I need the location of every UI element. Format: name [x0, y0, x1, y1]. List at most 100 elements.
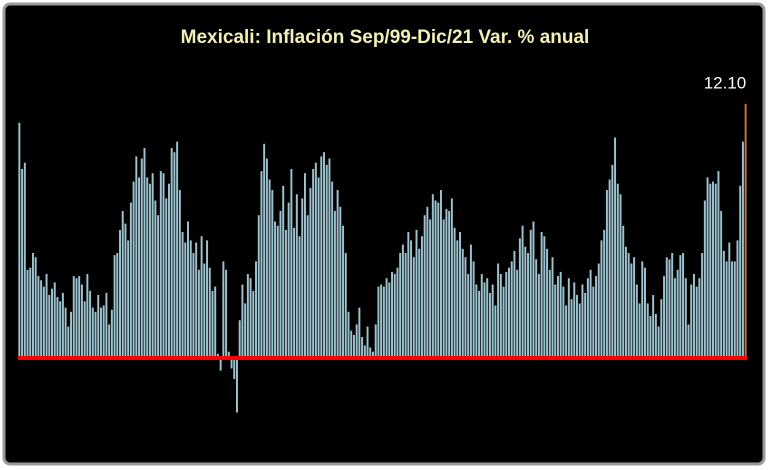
bar: [197, 269, 200, 358]
bar: [113, 255, 116, 358]
bar: [312, 169, 315, 358]
bar: [692, 274, 695, 358]
bar: [233, 358, 236, 379]
bar: [279, 211, 282, 358]
bar: [255, 261, 257, 358]
bar: [192, 253, 195, 358]
bar: [434, 200, 437, 358]
bar: [178, 190, 181, 358]
bar: [407, 232, 410, 358]
bar: [244, 303, 247, 358]
bar: [595, 276, 598, 358]
bar: [437, 202, 440, 358]
bar: [230, 358, 233, 369]
bar: [355, 324, 358, 358]
bar: [214, 286, 217, 358]
bar: [159, 171, 162, 358]
bar: [633, 257, 636, 358]
bar: [741, 141, 744, 358]
bar: [731, 261, 734, 358]
bar: [121, 211, 124, 358]
bar: [717, 171, 720, 358]
bar: [728, 242, 731, 358]
bar: [513, 250, 516, 358]
bar: [562, 286, 565, 358]
bar: [543, 236, 546, 358]
bar: [40, 280, 43, 358]
bar: [339, 206, 342, 358]
bar: [559, 271, 562, 358]
bar: [298, 236, 301, 358]
bar: [110, 309, 113, 358]
bar: [410, 240, 413, 358]
bar: [75, 278, 78, 358]
bar: [206, 240, 209, 358]
bar: [211, 290, 214, 358]
bar: [265, 158, 268, 358]
bar: [502, 286, 505, 358]
bar: [535, 259, 538, 358]
bar: [320, 156, 323, 358]
bar: [21, 169, 24, 358]
bar: [99, 307, 102, 358]
bar: [486, 278, 489, 358]
bar: [426, 206, 429, 358]
bar: [295, 194, 298, 358]
bar: [701, 253, 704, 358]
bar: [200, 236, 203, 358]
bar: [529, 229, 532, 358]
bar: [475, 284, 478, 358]
bar: [287, 202, 290, 358]
bar: [325, 164, 328, 358]
bar: [328, 158, 331, 358]
bar: [703, 200, 706, 358]
bar: [565, 305, 568, 358]
bar: [108, 324, 111, 358]
bar: [733, 261, 736, 358]
bar: [119, 229, 121, 358]
bar: [488, 292, 491, 358]
bar: [333, 211, 336, 358]
bar: [48, 295, 51, 358]
bar: [638, 303, 641, 358]
bar: [222, 261, 225, 358]
bar: [668, 259, 671, 358]
bar: [216, 353, 219, 358]
bar: [401, 244, 404, 358]
bar: [263, 143, 266, 358]
bar: [94, 311, 97, 358]
bar: [165, 198, 168, 358]
bar: [684, 278, 687, 358]
bar: [350, 330, 353, 358]
bar: [396, 267, 399, 358]
bar: [483, 282, 486, 358]
bar: [494, 305, 497, 358]
bar: [573, 282, 576, 358]
bar: [124, 223, 127, 358]
bar: [584, 292, 587, 358]
bar: [127, 240, 130, 358]
bar: [665, 257, 668, 358]
bar: [83, 301, 86, 358]
bar: [603, 229, 606, 358]
bar: [673, 278, 676, 358]
bar: [546, 248, 549, 358]
bar: [524, 246, 527, 358]
bar: [420, 236, 423, 358]
bar: [521, 225, 524, 358]
bar: [241, 284, 244, 358]
bar: [225, 269, 228, 358]
bar: [382, 286, 385, 358]
bar: [59, 301, 62, 358]
bar: [660, 299, 663, 358]
bar: [151, 173, 154, 358]
bar: [34, 257, 37, 358]
bar: [31, 253, 34, 358]
bar: [363, 345, 366, 358]
bar: [203, 263, 206, 358]
bar: [720, 211, 723, 358]
bar: [173, 152, 176, 358]
bar: [336, 190, 339, 358]
bar: [154, 200, 157, 358]
